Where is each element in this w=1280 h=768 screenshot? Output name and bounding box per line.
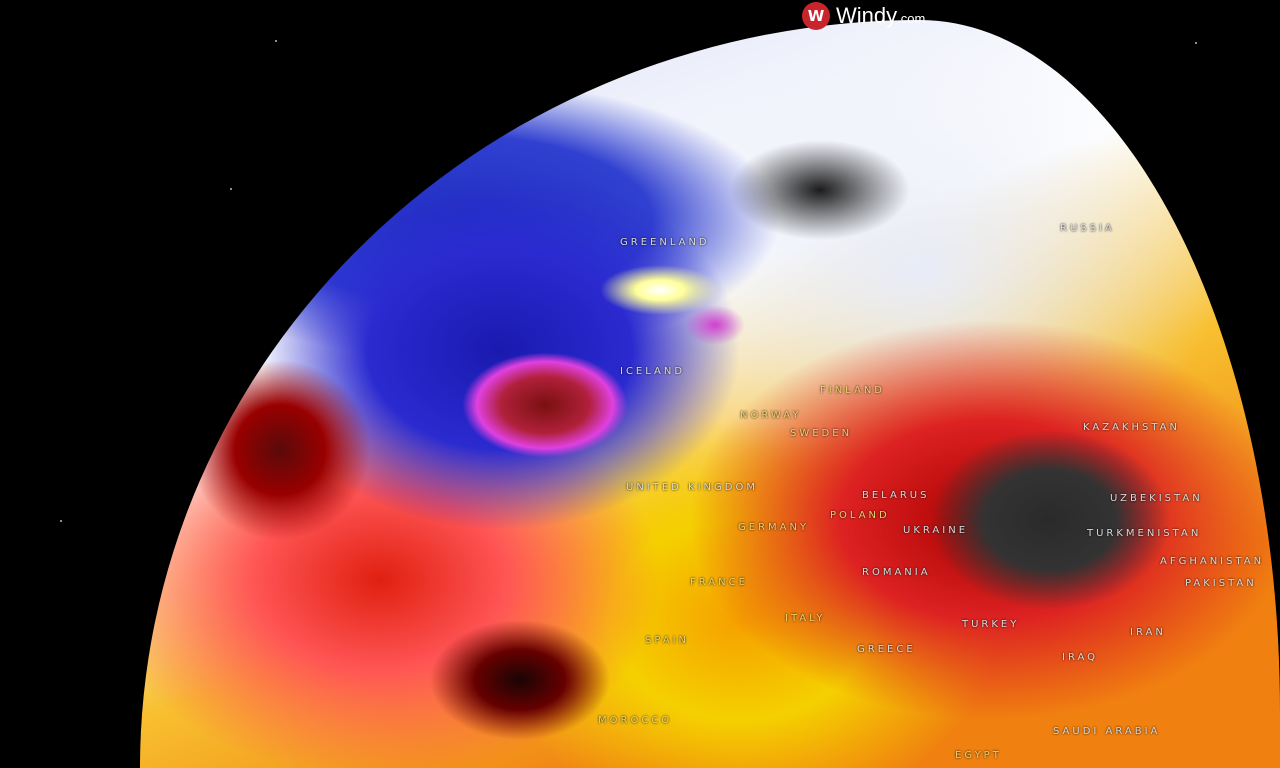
label-turkmenistan: TURKMENISTAN: [1087, 528, 1202, 539]
brand-suffix: .com: [897, 11, 926, 26]
label-greenland: GREENLAND: [620, 237, 710, 248]
label-poland: POLAND: [830, 510, 890, 521]
label-russia: RUSSIA: [1060, 223, 1115, 234]
label-pakistan: PAKISTAN: [1185, 578, 1257, 589]
label-uzbekistan: UZBEKISTAN: [1110, 493, 1203, 504]
label-ukraine: UKRAINE: [903, 525, 969, 536]
label-turkey: TURKEY: [962, 619, 1020, 630]
brand-name: Windy: [836, 3, 898, 28]
label-finland: FINLAND: [820, 385, 886, 396]
label-france: FRANCE: [690, 577, 748, 588]
star: [275, 40, 277, 42]
label-egypt: EGYPT: [955, 750, 1002, 761]
label-romania: ROMANIA: [862, 567, 931, 578]
label-iran: IRAN: [1130, 627, 1166, 638]
globe-weather-map[interactable]: [140, 20, 1280, 768]
label-italy: ITALY: [785, 613, 826, 624]
star: [60, 520, 62, 522]
label-united-kingdom: UNITED KINGDOM: [626, 482, 758, 493]
label-germany: GERMANY: [738, 522, 810, 533]
label-saudi-arabia: SAUDI ARABIA: [1053, 726, 1161, 737]
star: [1195, 42, 1197, 44]
label-greece: GREECE: [857, 644, 916, 655]
label-spain: SPAIN: [645, 635, 690, 646]
label-kazakhstan: KAZAKHSTAN: [1083, 422, 1180, 433]
label-norway: NORWAY: [740, 410, 802, 421]
label-iraq: IRAQ: [1062, 652, 1099, 663]
windy-logo[interactable]: W Windy.com: [802, 2, 925, 30]
label-iceland: ICELAND: [620, 366, 686, 377]
star: [230, 188, 232, 190]
label-morocco: MOROCCO: [598, 715, 673, 726]
label-sweden: SWEDEN: [790, 428, 853, 439]
label-belarus: BELARUS: [862, 490, 930, 501]
label-afghanistan: AFGHANISTAN: [1160, 556, 1265, 567]
windy-logo-icon: W: [802, 2, 830, 30]
